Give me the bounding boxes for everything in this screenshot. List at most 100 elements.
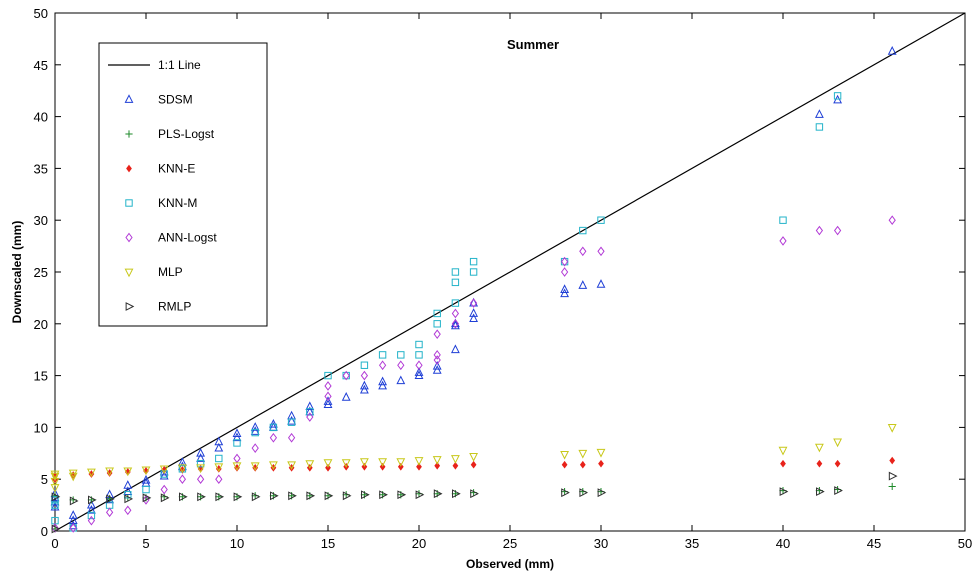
legend-label-0: 1:1 Line [158,58,201,72]
point-0-21 [214,442,224,452]
data-points [50,46,898,534]
point-3-19 [360,361,369,369]
point-3-16 [306,408,314,416]
legend-label-1: SDSM [158,93,193,107]
point-0-24 [232,428,242,437]
point-5-6 [86,468,96,478]
point-6-0 [51,524,61,534]
point-0-15 [159,470,169,480]
point-4-29 [560,256,569,267]
point-3-14 [269,423,278,432]
series-mlp [50,424,897,493]
point-6-30 [834,486,843,496]
point-3-13 [251,428,259,437]
legend-marker-3 [126,164,132,173]
legend-label-4: KNN-M [158,196,197,210]
point-5-25 [432,456,442,465]
point-3-24 [433,320,441,328]
point-4-14 [306,412,314,422]
point-6-22 [433,489,443,499]
point-0-37 [359,380,369,390]
chart-title: Summer [507,37,559,52]
point-3-34 [779,216,787,224]
point-6-7 [160,493,170,503]
y-tick-label-4: 20 [34,317,48,332]
reference-line-group [54,12,966,532]
point-5-14 [232,462,242,472]
x-tick-label-3: 15 [321,536,335,551]
point-4-21 [415,360,423,371]
point-4-35 [888,215,896,226]
point-6-9 [197,492,206,502]
point-6-21 [415,490,425,500]
point-5-18 [305,460,315,469]
y-tick-label-7: 35 [34,161,48,176]
point-0-54 [596,279,606,288]
point-4-4 [124,505,132,516]
point-5-21 [359,458,369,467]
point-0-44 [432,360,442,370]
legend-marker-1 [124,94,134,103]
point-3-12 [233,439,241,447]
point-0-1 [50,496,60,506]
point-5-29 [578,449,588,459]
point-5-27 [469,453,479,462]
point-2-30 [834,459,841,468]
point-0-52 [560,284,570,293]
x-tick-label-7: 35 [685,536,699,551]
point-4-19 [378,360,387,371]
legend-label-2: PLS-Logst [158,127,215,141]
point-4-2 [87,515,96,526]
point-3-35 [815,123,824,131]
point-3-8 [160,470,168,478]
point-6-23 [452,489,461,499]
legend-marker-2 [125,130,133,138]
point-0-43 [432,365,442,374]
point-0-34 [323,396,333,405]
point-2-29 [816,459,823,468]
point-3-20 [378,351,387,359]
point-4-30 [579,246,587,257]
legend-box [98,42,268,327]
point-0-35 [341,392,351,401]
point-4-22 [433,355,441,365]
point-6-29 [816,487,825,497]
y-tick-label-6: 30 [34,213,48,228]
point-0-26 [250,422,260,431]
x-tick-label-10: 50 [958,536,972,551]
y-tick-label-2: 10 [34,420,48,435]
point-0-55 [814,109,824,118]
point-5-5 [68,469,78,479]
point-6-20 [397,490,407,500]
point-6-6 [142,493,152,503]
point-5-15 [250,462,260,472]
point-4-28 [560,267,569,277]
point-4-27 [469,298,478,308]
x-tick-label-8: 40 [776,536,790,551]
point-4-3 [105,507,114,518]
point-5-11 [177,464,187,474]
point-4-32 [779,236,787,246]
point-0-51 [560,288,570,298]
point-6-2 [69,496,79,506]
legend-label-3: KNN-E [158,162,195,176]
point-5-2 [50,472,60,482]
point-3-27 [451,278,460,287]
point-5-22 [378,458,388,467]
point-2-25 [561,460,568,469]
point-0-39 [378,376,388,386]
point-4-17 [342,370,350,381]
point-3-23 [415,340,423,349]
point-6-11 [233,492,243,502]
point-6-4 [106,494,115,504]
x-tick-label-2: 10 [230,536,244,551]
point-0-8 [86,499,96,509]
point-5-31 [778,446,788,456]
point-3-33 [597,216,605,224]
point-5-24 [414,457,424,466]
point-4-0 [51,523,59,533]
point-0-53 [578,280,588,289]
point-6-17 [342,491,352,501]
point-2-23 [452,461,459,470]
point-3-36 [833,92,842,100]
